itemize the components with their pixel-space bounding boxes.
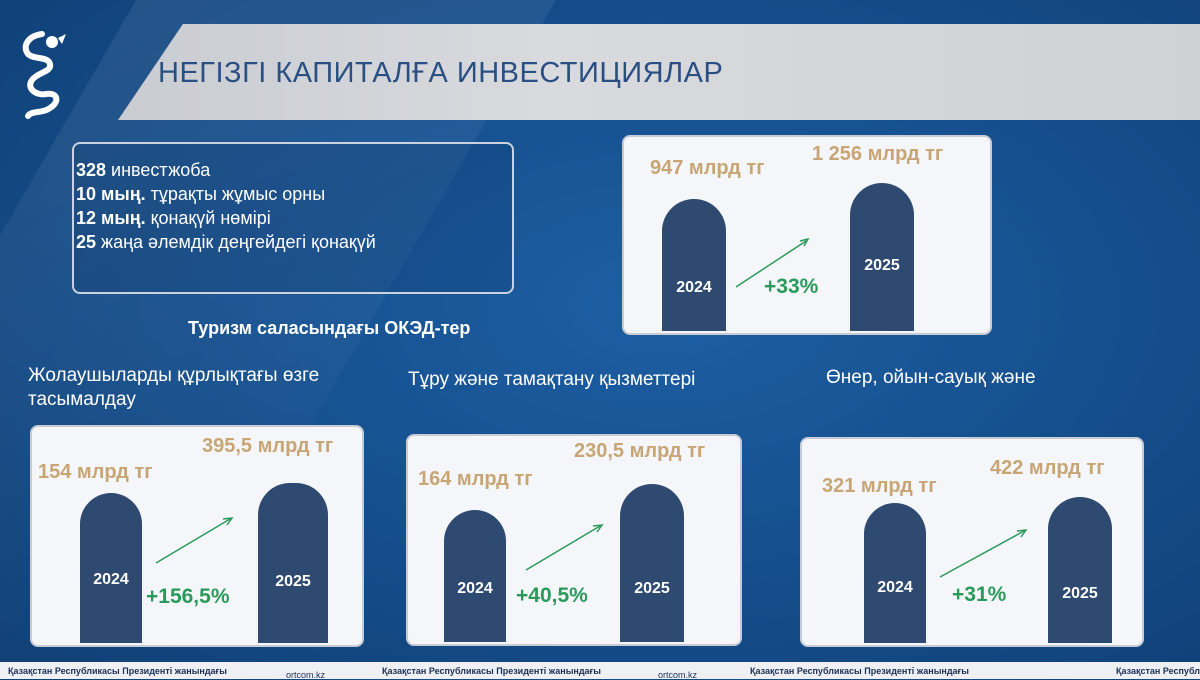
- amount-2024: 154 млрд тг: [38, 461, 153, 483]
- footer-strip: [0, 662, 1200, 679]
- bar-2025: 2025: [850, 183, 914, 331]
- amount-2024: 164 млрд тг: [418, 468, 533, 490]
- footer-org-2: Қазақстан Республикасы Президенті жанынд…: [382, 666, 601, 676]
- fact-item: 25 жаңа әлемдік деңгейдегі қонақүй: [76, 232, 376, 252]
- fact-item: 12 мың. қонақүй нөмірі: [76, 208, 271, 228]
- title-band: [118, 24, 1200, 120]
- bar-2024: 2024: [662, 199, 726, 331]
- bar-2025: 2025: [1048, 497, 1112, 643]
- bar-2025: 2025: [258, 483, 328, 643]
- footer-org-1: Қазақстан Республикасы Президенті жанынд…: [8, 666, 227, 676]
- amount-2025: 422 млрд тг: [990, 457, 1105, 479]
- change-percent: +33%: [764, 275, 819, 298]
- category-title-accommodation: Тұру және тамақтану қызметтері: [408, 369, 696, 390]
- transport-card: 154 млрд тг 395,5 млрд тг 2024 2025 +156…: [30, 425, 364, 647]
- growth-arrow-icon: [735, 237, 810, 288]
- page-title: НЕГІЗГІ КАПИТАЛҒА ИНВЕСТИЦИЯЛАР: [158, 57, 724, 89]
- growth-arrow-icon: [939, 529, 1028, 578]
- growth-arrow-icon: [155, 517, 234, 564]
- main-investment-card: 947 млрд тг 1 256 млрд тг 2024 2025 +33%: [622, 135, 992, 335]
- category-title-arts: Өнер, ойын-сауық және: [826, 367, 1036, 388]
- amount-2025: 395,5 млрд тг: [202, 435, 334, 457]
- accommodation-card: 164 млрд тг 230,5 млрд тг 2024 2025 +40,…: [406, 434, 742, 646]
- bar-2024: 2024: [444, 510, 506, 642]
- change-percent: +156,5%: [146, 585, 230, 608]
- category-title-transport: Жолаушыларды құрлықтағы өзге тасымалдау: [28, 365, 320, 410]
- bar-2024: 2024: [864, 503, 926, 643]
- growth-arrow-icon: [525, 524, 604, 571]
- amount-2025: 1 256 млрд тг: [812, 143, 944, 165]
- fact-item: 328 инвестжоба: [76, 160, 211, 180]
- amount-2025: 230,5 млрд тг: [574, 440, 706, 462]
- change-percent: +40,5%: [516, 584, 588, 607]
- bar-2025: 2025: [620, 484, 684, 642]
- footer-site-1: ortcom.kz: [286, 670, 326, 680]
- amount-2024: 321 млрд тг: [822, 475, 937, 497]
- change-percent: +31%: [952, 583, 1007, 606]
- facts-box: 328 инвестжоба 10 мың. тұрақты жұмыс орн…: [72, 142, 514, 294]
- snow-leopard-logo-icon: [22, 31, 66, 119]
- footer-org-4: Қазақстан Республикасы Президенті жанынд…: [1116, 666, 1200, 676]
- footer-org-3: Қазақстан Республикасы Президенті жанынд…: [750, 666, 969, 676]
- arts-card: 321 млрд тг 422 млрд тг 2024 2025 +31%: [800, 437, 1144, 647]
- amount-2024: 947 млрд тг: [650, 157, 765, 179]
- footer-site-2: ortcom.kz: [658, 670, 698, 680]
- subtitle: Туризм саласындағы ОКЭД-тер: [188, 318, 471, 338]
- bar-2024: 2024: [80, 493, 142, 643]
- fact-item: 10 мың. тұрақты жұмыс орны: [76, 184, 326, 204]
